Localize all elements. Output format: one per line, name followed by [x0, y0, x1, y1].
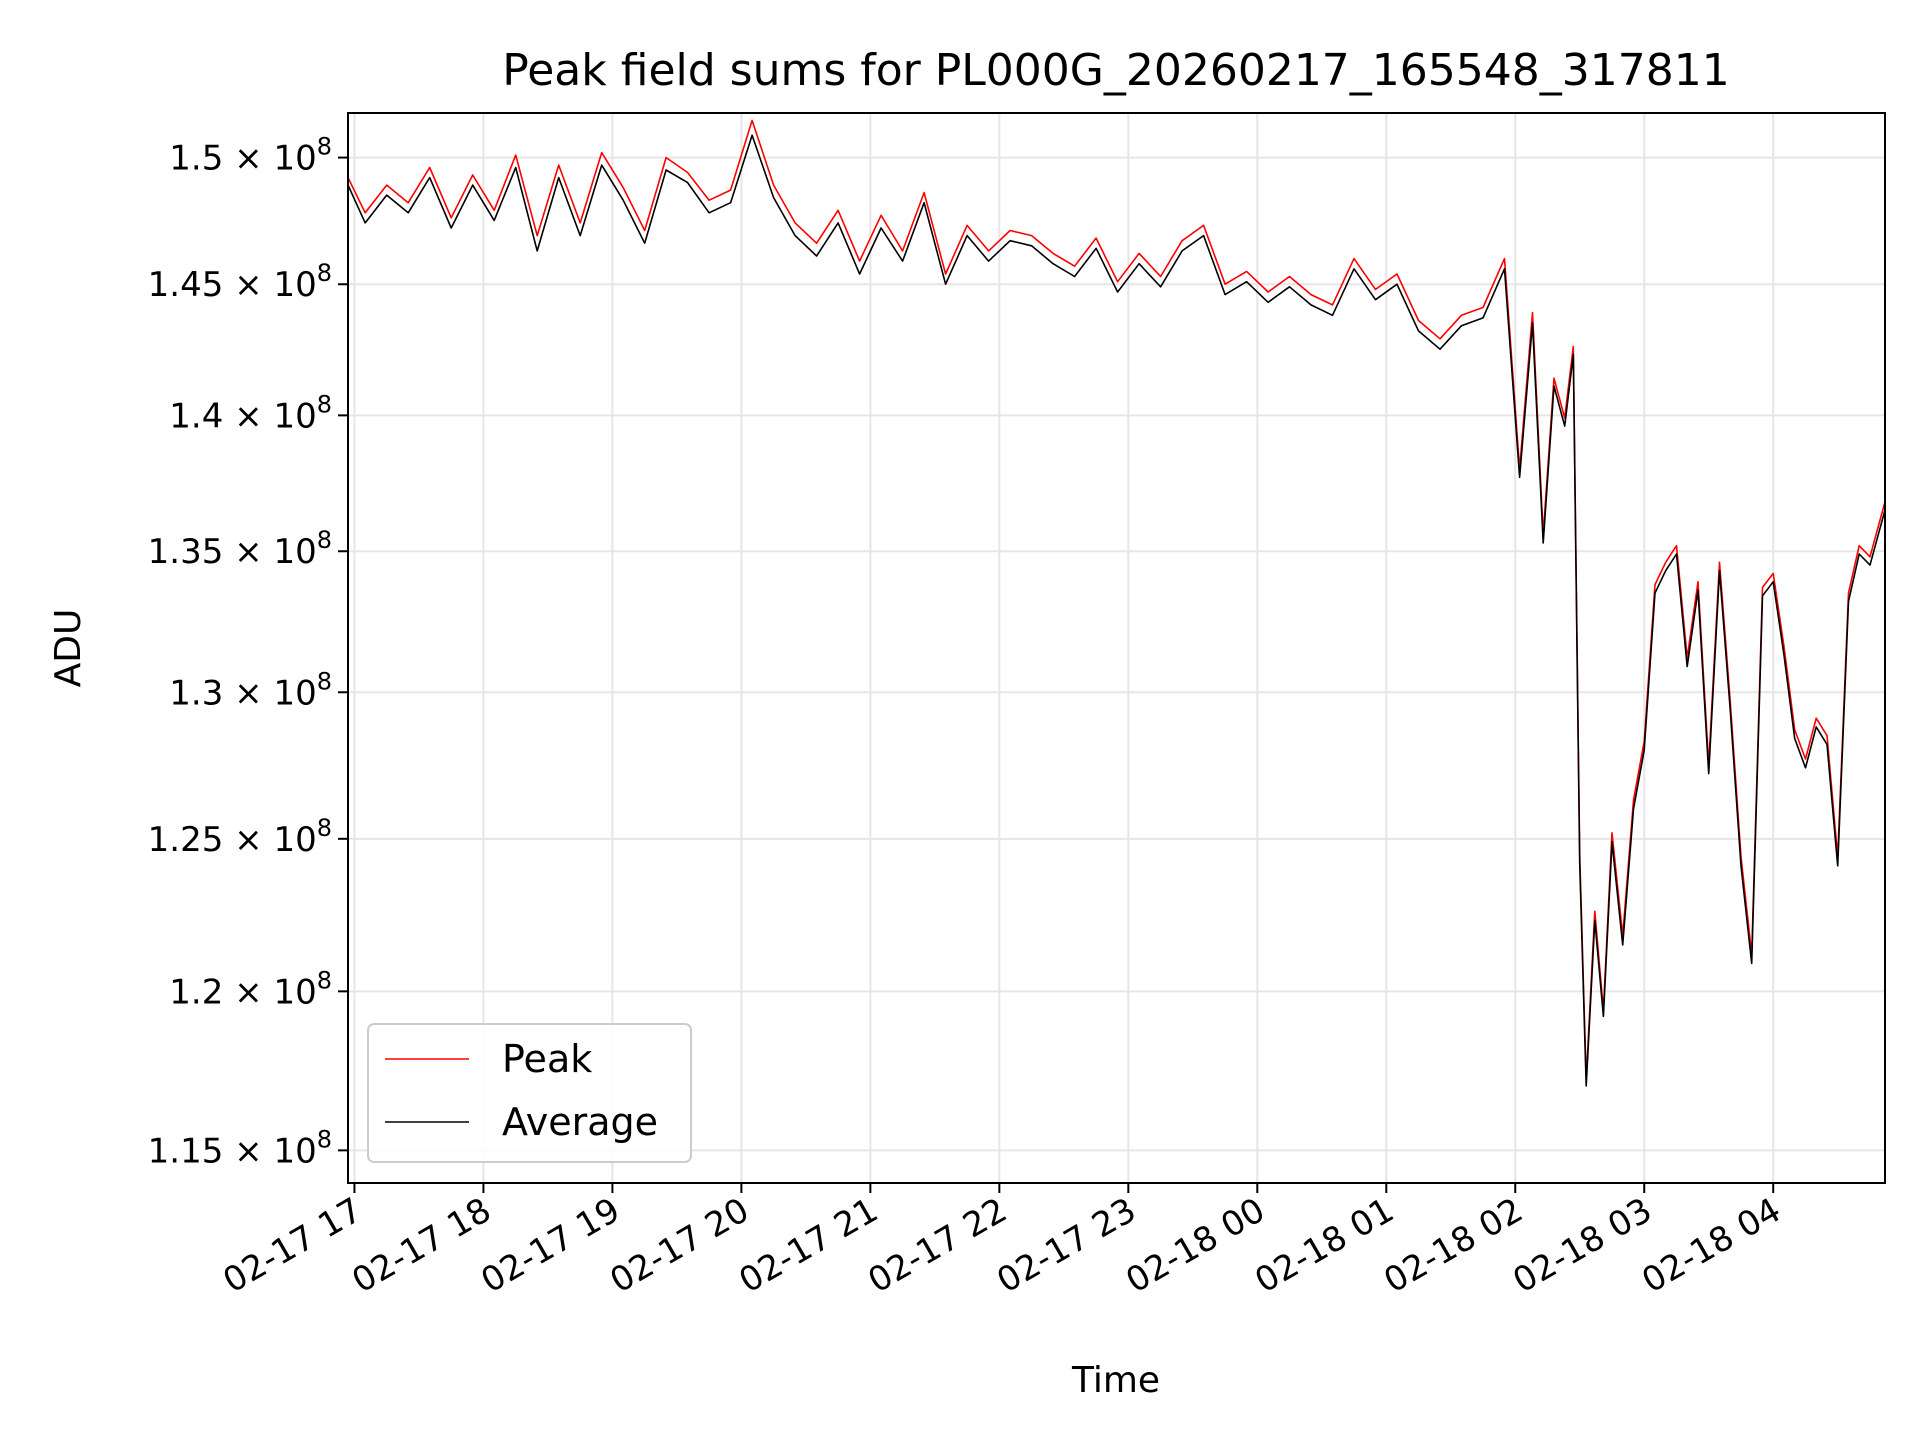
series-lines	[348, 119, 1885, 1087]
y-tick-label: 1.3 × 108	[169, 667, 332, 713]
y-tick-label: 1.15 × 108	[148, 1125, 332, 1171]
series-line-average	[348, 134, 1885, 1087]
y-tick-label: 1.35 × 108	[148, 526, 332, 572]
legend: Peak Average	[367, 1023, 692, 1163]
y-axis: 1.15 × 108 1.2 × 108 1.25 × 108 1.3 × 108 1.…	[148, 133, 348, 1171]
y-tick-label: 1.4 × 108	[169, 390, 332, 436]
series-line-peak	[348, 119, 1885, 1081]
chart-title: Peak field sums for PL000G_20260217_1655…	[502, 45, 1729, 96]
y-tick-label: 1.45 × 108	[148, 259, 332, 305]
plot-frame	[347, 112, 1886, 1184]
legend-label-average: Average	[502, 1100, 658, 1144]
y-tick-label: 1.25 × 108	[148, 814, 332, 860]
x-axis-title: Time	[1071, 1360, 1160, 1401]
y-axis-title: ADU	[48, 609, 89, 688]
legend-label-peak: Peak	[502, 1037, 592, 1081]
y-tick-label: 1.2 × 108	[169, 966, 332, 1012]
y-tick-label: 1.5 × 108	[169, 133, 332, 179]
